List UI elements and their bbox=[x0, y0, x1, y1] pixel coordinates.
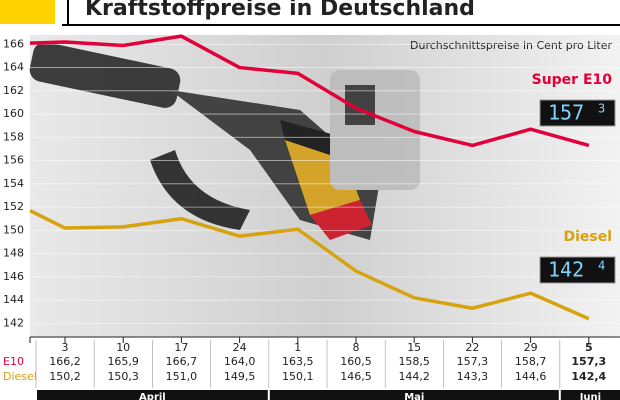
table-value: 144,2 bbox=[398, 370, 430, 383]
table-value: 166,7 bbox=[166, 355, 198, 368]
chart-title: Kraftstoffpreise in Deutschland bbox=[85, 0, 475, 21]
table-value: 143,3 bbox=[457, 370, 489, 383]
x-tick-label: 24 bbox=[233, 341, 247, 354]
y-tick-label: 148 bbox=[3, 247, 24, 260]
y-tick-label: 162 bbox=[3, 84, 24, 97]
table-value: 165,9 bbox=[107, 355, 139, 368]
month-bar bbox=[269, 390, 559, 400]
price-display bbox=[539, 99, 616, 127]
table-value: 157,3 bbox=[571, 355, 606, 368]
table-value: 150,3 bbox=[107, 370, 139, 383]
table-value: 160,5 bbox=[340, 355, 372, 368]
table-value: 158,7 bbox=[515, 355, 547, 368]
table-value: 158,5 bbox=[398, 355, 430, 368]
x-tick-label: 5 bbox=[585, 341, 593, 354]
title-accent bbox=[0, 0, 55, 24]
x-tick-label: 3 bbox=[62, 341, 69, 354]
month-bar bbox=[37, 390, 268, 400]
table-value: 157,3 bbox=[457, 355, 489, 368]
y-tick-label: 166 bbox=[3, 37, 24, 50]
table-value: 166,2 bbox=[49, 355, 81, 368]
y-tick-label: 152 bbox=[3, 200, 24, 213]
table-background bbox=[0, 337, 620, 389]
series-line bbox=[29, 209, 590, 321]
table-value: 146,5 bbox=[340, 370, 372, 383]
y-tick-label: 142 bbox=[3, 316, 24, 329]
table-value: 151,0 bbox=[166, 370, 198, 383]
table-value: 144,6 bbox=[515, 370, 547, 383]
y-tick-label: 156 bbox=[3, 154, 24, 167]
table-value: 150,1 bbox=[282, 370, 314, 383]
display-digits: 142 bbox=[548, 258, 584, 282]
y-tick-label: 150 bbox=[3, 223, 24, 236]
x-tick-label: 1 bbox=[294, 341, 301, 354]
month-label: Juni bbox=[579, 392, 601, 400]
row-label: E10 bbox=[3, 355, 24, 368]
chart-subtitle: Durchschnittspreise in Cent pro Liter bbox=[410, 39, 612, 52]
month-label: April bbox=[139, 392, 166, 400]
series-line bbox=[29, 34, 590, 148]
table-value: 163,5 bbox=[282, 355, 314, 368]
y-tick-label: 160 bbox=[3, 107, 24, 120]
x-tick-label: 29 bbox=[524, 341, 538, 354]
x-tick-label: 8 bbox=[353, 341, 360, 354]
y-tick-label: 144 bbox=[3, 293, 24, 306]
display-digits: 4 bbox=[598, 259, 605, 273]
row-label: Diesel bbox=[3, 370, 37, 383]
x-tick-label: 15 bbox=[407, 341, 421, 354]
x-tick-label: 10 bbox=[116, 341, 130, 354]
display-digits: 3 bbox=[598, 102, 605, 116]
legend-label: Diesel bbox=[563, 229, 612, 245]
pump-illustration bbox=[29, 42, 420, 240]
x-tick-label: 17 bbox=[174, 341, 188, 354]
month-label: Mai bbox=[404, 392, 424, 400]
month-bar bbox=[560, 390, 620, 400]
table-value: 149,5 bbox=[224, 370, 256, 383]
y-tick-label: 154 bbox=[3, 177, 24, 190]
table-value: 150,2 bbox=[49, 370, 81, 383]
table-value: 164,0 bbox=[224, 355, 256, 368]
display-digits: 157 bbox=[548, 101, 584, 125]
y-tick-label: 158 bbox=[3, 130, 24, 143]
price-display bbox=[539, 256, 616, 284]
x-tick-label: 22 bbox=[465, 341, 479, 354]
y-tick-label: 146 bbox=[3, 270, 24, 283]
legend-label: Super E10 bbox=[532, 72, 613, 88]
table-value: 142,4 bbox=[571, 370, 606, 383]
y-tick-label: 164 bbox=[3, 61, 24, 74]
